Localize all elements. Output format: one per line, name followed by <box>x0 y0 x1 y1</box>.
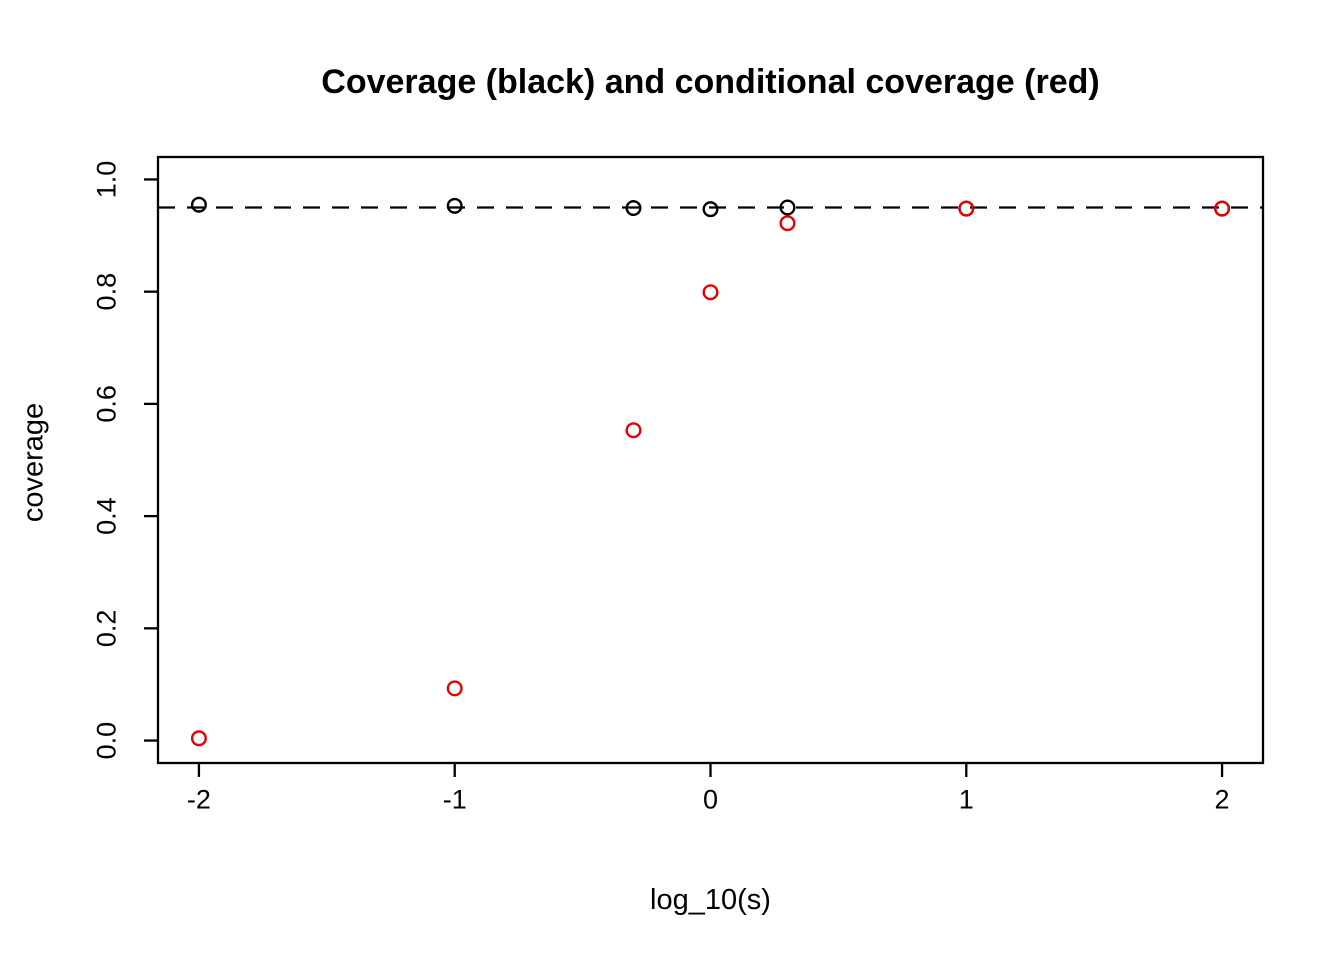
data-point-red <box>779 215 796 232</box>
x-tick-label: 1 <box>959 785 974 815</box>
y-tick-label: 1.0 <box>92 161 122 199</box>
data-point-red <box>446 680 463 697</box>
data-point-black <box>779 199 796 216</box>
data-point-red <box>190 730 207 747</box>
x-axis-label: log_10(s) <box>650 884 771 916</box>
y-tick-label: 0.4 <box>92 497 122 535</box>
data-point-red <box>958 200 975 217</box>
chart-title: Coverage (black) and conditional coverag… <box>321 63 1100 101</box>
y-tick-label: 0.0 <box>92 722 122 760</box>
data-point-red <box>625 422 642 439</box>
data-point-black <box>625 200 642 217</box>
data-point-red <box>1214 200 1231 217</box>
y-tick-label: 0.8 <box>92 273 122 311</box>
data-point-black <box>702 201 719 218</box>
x-tick-label: 2 <box>1215 785 1230 815</box>
x-tick-label: 0 <box>703 785 718 815</box>
x-tick-label: -1 <box>443 785 467 815</box>
plot-box <box>156 155 1265 765</box>
y-tick-label: 0.2 <box>92 610 122 648</box>
y-axis-label: coverage <box>17 402 50 523</box>
data-point-black <box>190 196 207 213</box>
x-tick-label: -2 <box>187 785 211 815</box>
data-point-black <box>446 197 463 214</box>
y-tick-label: 0.6 <box>92 385 122 423</box>
data-point-red <box>702 284 719 301</box>
